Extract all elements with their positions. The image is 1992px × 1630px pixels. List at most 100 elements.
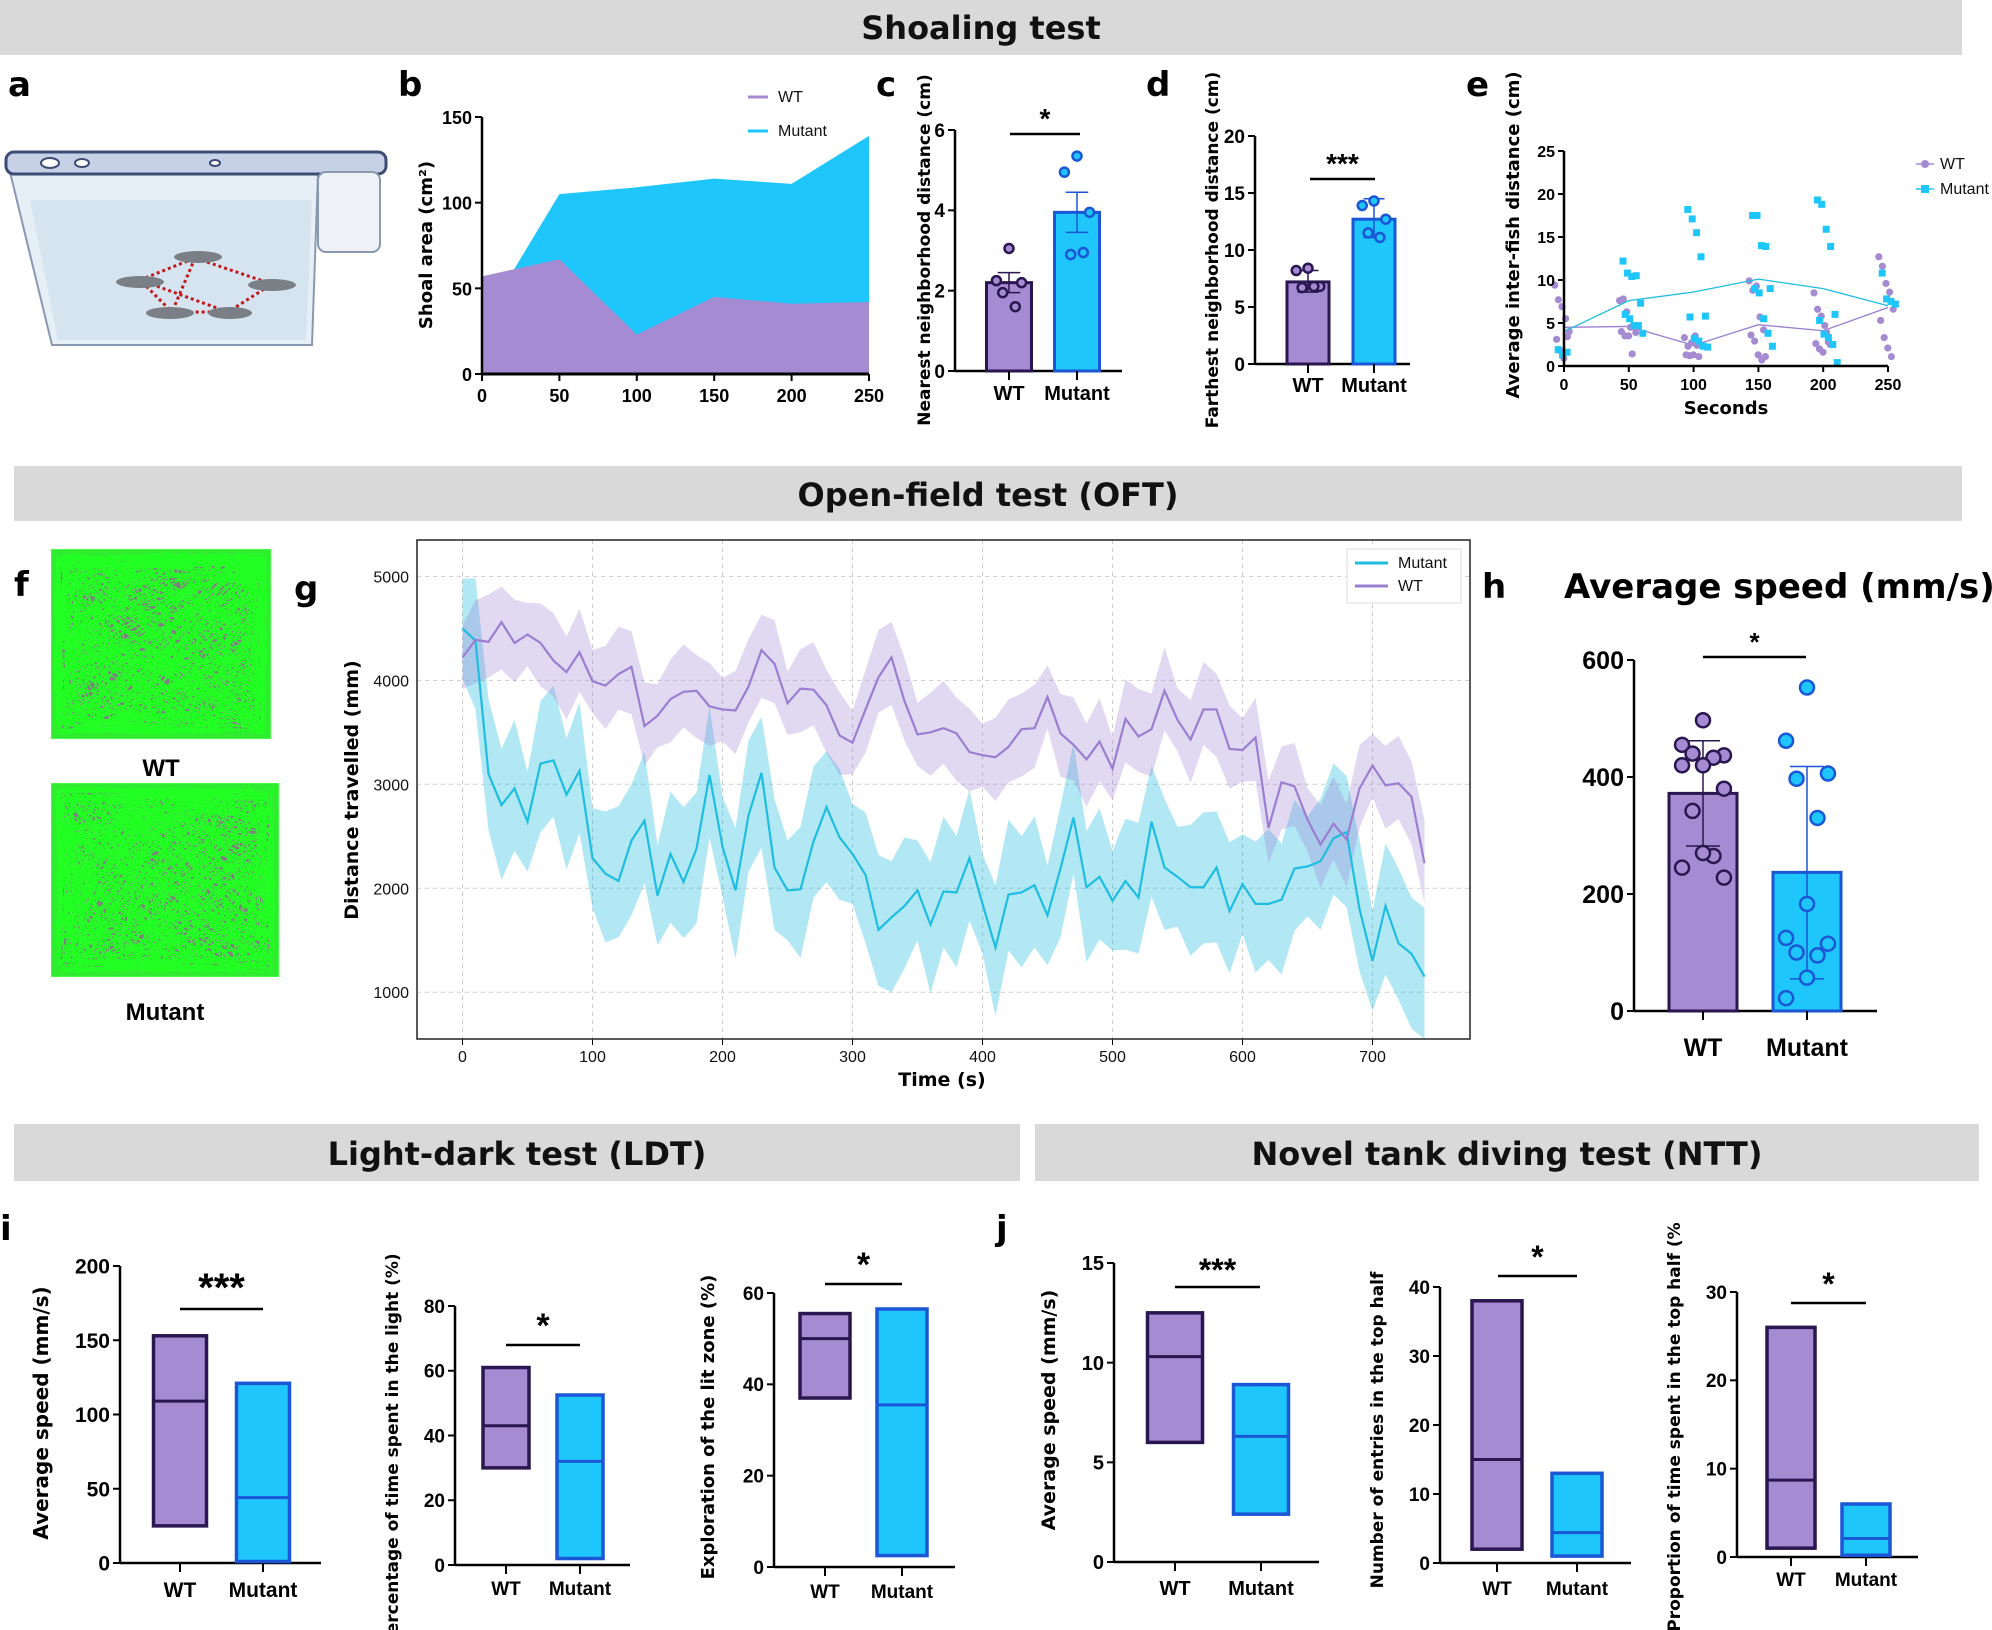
y-tick-label: 0: [934, 362, 945, 383]
fish-icon: [116, 276, 164, 288]
chart-j-11: 0 10 20 30 WT Mutant * Proportion of time spent…: [1665, 1222, 1918, 1630]
y-tick-label: 10: [1537, 273, 1555, 290]
data-point: [1833, 359, 1841, 367]
x-axis-label: Seconds: [1684, 398, 1769, 419]
x-tick-label: 500: [1099, 1049, 1126, 1066]
data-point: [1831, 310, 1839, 318]
y-axis-label: Average speed (mm/s): [29, 1286, 53, 1539]
data-point: [1380, 213, 1392, 225]
data-point: [1673, 736, 1691, 754]
bar: [1285, 280, 1331, 366]
y-tick-label: 20: [743, 1467, 764, 1488]
y-axis-label: Number of entries in the top half: [1368, 1271, 1388, 1588]
track-label-mutant: Mutant: [126, 999, 205, 1026]
group-mutant: [1231, 1382, 1291, 1516]
data-point: [1695, 352, 1703, 361]
category-label: WT: [1292, 375, 1323, 397]
y-tick-label: 50: [452, 279, 472, 299]
data-point: [1877, 316, 1885, 325]
category-label: Mutant: [871, 1582, 934, 1603]
x-tick-label: 0: [1560, 377, 1569, 394]
group-wt: [481, 1365, 531, 1470]
data-point: [1634, 322, 1642, 330]
data-point: [1760, 315, 1768, 323]
data-point: [1058, 166, 1071, 178]
data-point: [1818, 200, 1826, 208]
group-mutant: [1840, 1502, 1892, 1557]
floating-bar: [1840, 1502, 1892, 1557]
y-tick-label: 2: [934, 282, 945, 303]
data-point: [1686, 313, 1694, 321]
legend-label: Mutant: [1398, 555, 1447, 572]
y-tick-label: 6: [934, 121, 945, 142]
swim-track-border: [51, 549, 271, 739]
data-point: [1694, 844, 1712, 862]
category-label: Mutant: [1341, 375, 1407, 397]
data-point: [1551, 281, 1559, 289]
y-axis-label: Average inter-fish distance (cm): [1503, 71, 1524, 398]
area-wt: [482, 259, 869, 374]
data-point: [1071, 150, 1083, 162]
category-label: Mutant: [1044, 383, 1110, 405]
category-label: WT: [810, 1582, 840, 1603]
y-tick-label: 25: [1537, 144, 1555, 161]
group-mutant: [1550, 1471, 1604, 1558]
data-point: [1875, 253, 1883, 261]
data-point: [1621, 310, 1629, 318]
y-tick-label: 0: [1546, 359, 1555, 376]
mean-line-mutant: [1563, 278, 1889, 333]
floating-bar: [234, 1381, 292, 1564]
data-point: [1374, 231, 1386, 244]
data-point: [1009, 300, 1022, 313]
data-point: [1619, 295, 1627, 303]
data-point: [1798, 679, 1816, 696]
category-label: Mutant: [1228, 1578, 1294, 1600]
fish-icon: [208, 307, 252, 319]
y-tick-label: 40: [743, 1375, 764, 1396]
data-point: [1632, 328, 1640, 337]
floating-bar: [481, 1365, 531, 1470]
data-point: [1619, 257, 1627, 265]
panel-f-track-wt: [51, 549, 271, 739]
y-tick-label: 0: [1093, 1552, 1104, 1574]
x-tick-label: 700: [1359, 1049, 1386, 1066]
data-point: [1777, 929, 1795, 947]
data-point: [1083, 206, 1096, 219]
data-point: [1554, 346, 1562, 354]
y-tick-label: 0: [434, 1556, 445, 1577]
y-tick-label: 3000: [373, 777, 409, 794]
y-tick-label: 10: [1706, 1460, 1727, 1481]
bar: [1351, 217, 1397, 366]
significance-stars: ***: [198, 1266, 245, 1310]
data-point: [1761, 352, 1769, 361]
data-point: [1814, 305, 1822, 313]
data-point: [1878, 262, 1886, 270]
data-point: [1673, 757, 1691, 774]
data-point: [1623, 269, 1631, 277]
chart-g-distance-travelled: 0 100 200 300 400 500 600 700 1000 2000 3000 4000 50…: [341, 539, 1471, 1091]
y-tick-label: 30: [1706, 1283, 1727, 1304]
significance-stars: ***: [1199, 1252, 1237, 1288]
data-point: [1822, 225, 1830, 233]
data-point: [1356, 199, 1368, 212]
y-tick-label: 0: [462, 365, 472, 385]
data-point: [1880, 334, 1888, 342]
data-point: [1630, 322, 1638, 330]
y-tick-label: 200: [1582, 881, 1624, 909]
panel-label-i: i: [0, 1209, 12, 1249]
y-axis-label: Shoal area (cm²): [416, 161, 437, 329]
x-tick-label: 100: [1680, 377, 1707, 394]
data-point: [1625, 332, 1633, 340]
y-tick-label: 5000: [373, 569, 409, 586]
category-label: WT: [164, 1579, 197, 1602]
y-tick-label: 10: [1082, 1353, 1104, 1375]
data-point: [1749, 212, 1757, 219]
data-point: [1632, 272, 1640, 280]
y-tick-label: 80: [424, 1297, 445, 1318]
data-point: [1628, 273, 1636, 281]
data-point: [1762, 242, 1770, 250]
y-tick-label: 15: [1537, 230, 1555, 247]
data-point: [1816, 316, 1824, 324]
x-tick-label: 400: [969, 1049, 996, 1066]
